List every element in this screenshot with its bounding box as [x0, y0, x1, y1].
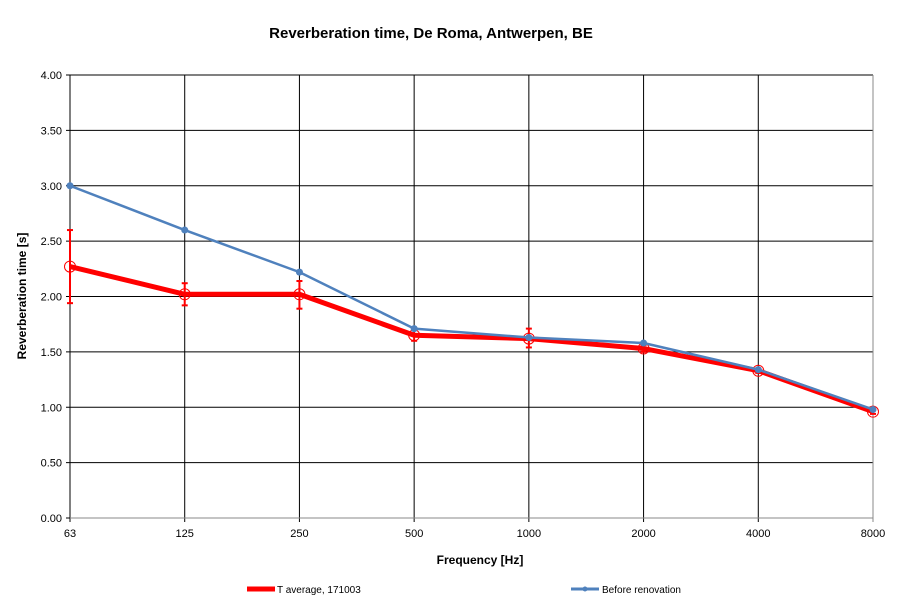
y-tick-label: 0.50	[41, 458, 62, 470]
legend-label-before-renovation: Before renovation	[602, 585, 681, 596]
y-tick-label: 3.50	[41, 125, 62, 137]
legend-label-t-average: T average, 171003	[277, 585, 361, 596]
point-before-renovation	[640, 339, 648, 347]
grid	[66, 74, 874, 522]
chart-title: Reverberation time, De Roma, Antwerpen, …	[269, 25, 593, 42]
series	[64, 182, 879, 418]
y-tick-label: 3.00	[41, 181, 62, 193]
x-tick-label: 500	[405, 528, 423, 540]
x-ticks: 63 125 250 500 1000 2000 4000 8000	[64, 528, 885, 540]
series-line-t-average	[69, 264, 874, 415]
point-before-renovation	[869, 405, 877, 413]
y-axis-label: Reverberation time [s]	[15, 233, 29, 360]
point-t-average	[178, 288, 191, 301]
point-t-average	[64, 260, 76, 273]
x-tick-label: 1000	[517, 528, 541, 540]
x-tick-label: 2000	[631, 528, 655, 540]
point-before-renovation	[66, 182, 74, 190]
y-tick-label: 2.00	[41, 292, 62, 304]
y-tick-label: 1.00	[41, 402, 62, 414]
legend-marker-before-renovation	[582, 586, 588, 592]
x-tick-label: 63	[64, 528, 76, 540]
series-line-before-renovation	[69, 184, 874, 411]
y-tick-label: 2.50	[41, 236, 62, 248]
point-before-renovation	[410, 325, 418, 333]
x-tick-label: 8000	[861, 528, 885, 540]
x-tick-label: 125	[176, 528, 194, 540]
point-before-renovation	[295, 268, 303, 276]
y-tick-label: 4.00	[41, 70, 62, 82]
point-before-renovation	[525, 333, 533, 341]
legend: T average, 171003 Before renovation	[247, 585, 681, 596]
y-tick-label: 0.00	[41, 513, 62, 525]
point-before-renovation	[181, 226, 189, 234]
point-before-renovation	[754, 366, 762, 374]
y-tick-label: 1.50	[41, 347, 62, 359]
x-tick-label: 250	[290, 528, 308, 540]
x-tick-label: 4000	[746, 528, 770, 540]
x-axis-label: Frequency [Hz]	[437, 553, 524, 567]
y-ticks: 0.00 0.50 1.00 1.50 2.00 2.50 3.00 3.50 4.00	[41, 70, 62, 525]
point-t-average	[293, 288, 306, 301]
